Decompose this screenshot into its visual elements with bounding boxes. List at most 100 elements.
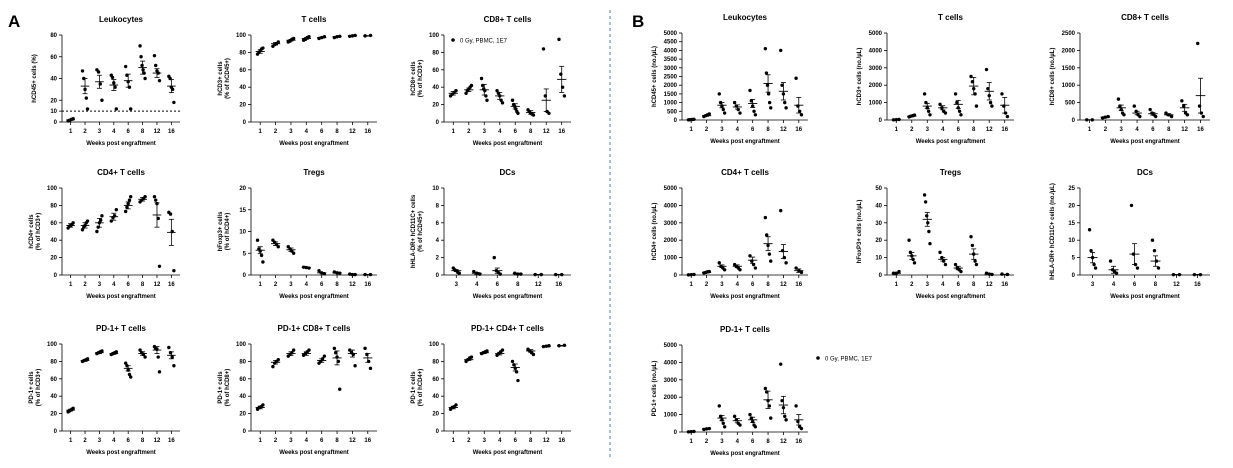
data-point [928,241,932,246]
x-axis-label: Weeks post engraftment [473,450,543,456]
x-tick-label: 6 [514,129,518,135]
y-tick-label: 0 [879,118,883,124]
x-tick-label: 16 [168,282,175,288]
x-tick-label: 8 [1154,282,1158,288]
x-tick-label: 2 [83,282,87,288]
data-point [1185,113,1190,117]
chart-title: Tregs [303,168,325,177]
x-tick-label: 16 [555,282,562,288]
data-point [500,101,505,105]
y-tick-label: 5000 [664,31,678,37]
data-point [123,64,128,69]
x-tick-label: 3 [289,282,293,288]
data-point [123,361,128,365]
data-point [291,251,296,255]
x-tick-label: 16 [168,129,175,135]
legend-marker-b [816,356,820,360]
y-axis-label: hFoxP3+ cells (no./µL) [857,200,863,264]
data-point [783,414,787,419]
x-tick-label: 2 [83,438,87,444]
y-tick-label: 15 [239,208,246,214]
x-tick-label: 1 [259,129,263,135]
y-tick-label: 30 [875,221,882,227]
x-tick-label: 8 [529,438,533,444]
data-point [1089,248,1093,253]
y-tick-label: 1000 [664,101,678,107]
x-tick-label: 4 [941,127,945,133]
legend-a: 0 Gy, PBMC, 1E7 [451,38,508,45]
y-axis-label-line: (% of hCD3+) [418,60,424,98]
data-point [753,113,758,117]
data-point [157,370,162,374]
data-point [988,100,993,105]
data-point [1122,113,1126,117]
y-tick-label: 20 [50,412,57,418]
y-tick-label: 0 [243,429,247,435]
legend-marker-a [451,38,455,42]
y-tick-label: 10 [1068,238,1075,244]
y-tick-label: 2 [436,256,440,262]
chart-title: CD4+ T cells [97,168,145,177]
y-tick-label: 10 [432,186,439,192]
data-point [457,271,461,275]
data-point [912,261,917,265]
x-tick-label: 6 [127,282,131,288]
x-tick-label: 16 [795,282,802,288]
data-point [1000,92,1004,96]
data-point [156,355,160,359]
y-tick-label: 0 [1072,273,1076,279]
y-tick-label: 0 [436,273,440,279]
y-tick-label: 0 [54,429,58,435]
y-axis-label-line: hCD8+ cells [411,61,417,96]
y-axis-label-line: hCD3+ cells (no./µL) [857,48,863,106]
y-axis-label: hCD4+ cells(% of hCD3+) [29,213,42,251]
y-tick-label: 40 [50,77,57,83]
data-point [114,208,119,212]
y-tick-label: 20 [432,412,439,418]
y-axis-label-line: hCD3+ cells [218,61,224,96]
y-tick-label: 3000 [664,378,678,384]
data-point [84,96,88,100]
chart-title: PD-1+ CD4+ T cells [471,324,544,333]
data-point [141,68,145,72]
data-point [114,107,119,111]
data-point [1092,262,1096,267]
data-point [953,92,958,96]
data-point [1005,114,1010,119]
data-point [495,88,499,93]
y-axis-label-line: hCD4+ cells (no./µL) [652,203,658,261]
x-tick-label: 16 [364,129,371,135]
y-tick-label: 10 [239,230,246,236]
y-tick-label: 5 [243,251,247,257]
chart-title: DCs [499,168,516,177]
x-axis-label: Weeks post engraftment [1110,294,1180,300]
chart-6: DCs 0 2 4 6 8 10 3 4 6 8 12 16 Weeks post engraftment… [411,168,571,300]
y-tick-label: 60 [50,55,57,61]
y-tick-label: 40 [432,394,439,400]
data-point [765,233,769,237]
y-axis-label: hCD3+ cells(% of hCD45+) [218,58,231,99]
data-point [769,416,773,420]
data-point [156,216,160,221]
x-tick-label: 3 [483,129,487,135]
data-point [1180,99,1184,103]
chart-title: T cells [302,15,327,24]
y-tick-label: 8 [436,203,440,209]
y-tick-label: 3000 [664,221,678,227]
y-tick-label: 20 [432,103,439,109]
data-point [1154,114,1158,119]
x-tick-label: 6 [320,438,324,444]
x-tick-label: 4 [941,282,945,288]
x-tick-label: 16 [795,439,802,445]
x-tick-label: 12 [1181,127,1188,133]
x-tick-label: 16 [1001,127,1008,133]
y-axis-label-line: hFoxp3+ cells [218,211,224,252]
x-axis-label: Weeks post engraftment [1110,139,1180,145]
data-point [152,195,157,199]
panel-label-a: A [8,12,20,31]
x-tick-label: 1 [259,282,263,288]
